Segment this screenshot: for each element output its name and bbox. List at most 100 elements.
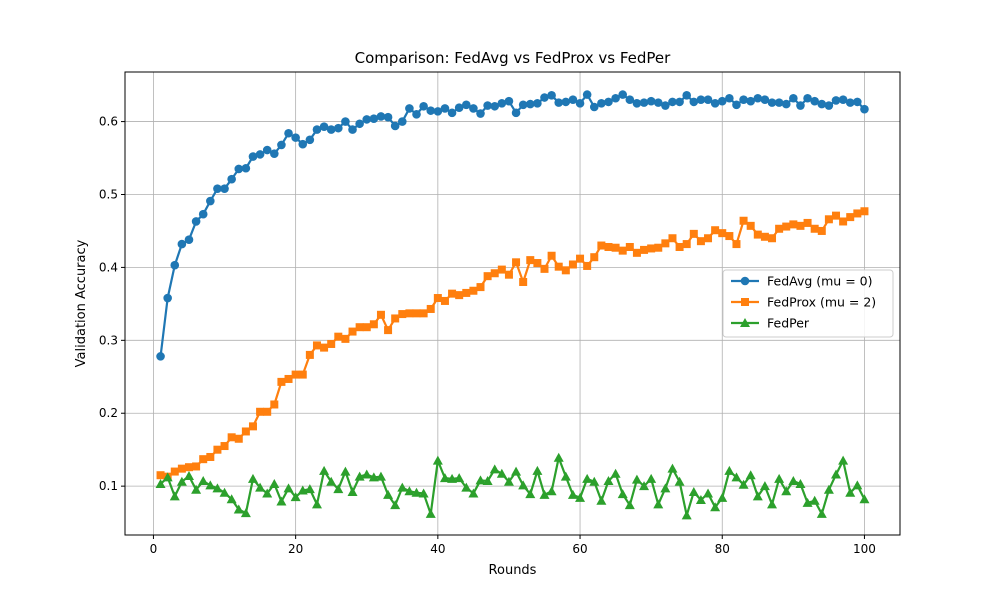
data-point bbox=[206, 196, 215, 206]
data-point bbox=[788, 476, 799, 486]
data-point bbox=[674, 476, 685, 486]
data-point bbox=[497, 99, 507, 108]
axis-ticks: 0 20 40 60 80 100 0.1 0.2 0.3 0.4 0.5 0.6 bbox=[99, 115, 876, 556]
data-point bbox=[810, 96, 819, 106]
data-point bbox=[831, 96, 841, 105]
data-point bbox=[192, 462, 201, 471]
data-point bbox=[191, 217, 201, 226]
data-point bbox=[682, 91, 691, 100]
data-point bbox=[362, 323, 371, 332]
data-point bbox=[718, 229, 727, 238]
data-point bbox=[503, 476, 514, 486]
data-point bbox=[369, 320, 378, 329]
data-point bbox=[362, 115, 372, 124]
data-point bbox=[533, 99, 542, 108]
data-point bbox=[831, 469, 842, 479]
data-point bbox=[540, 264, 549, 273]
data-point bbox=[212, 483, 223, 493]
data-point bbox=[433, 294, 442, 303]
data-point bbox=[439, 473, 450, 483]
data-point bbox=[610, 468, 621, 478]
data-point bbox=[853, 97, 862, 107]
data-point bbox=[454, 103, 464, 113]
data-point bbox=[440, 104, 450, 113]
data-point bbox=[688, 486, 699, 496]
data-point bbox=[433, 107, 443, 116]
data-point bbox=[348, 327, 357, 336]
data-point bbox=[717, 492, 728, 502]
data-point bbox=[419, 101, 428, 111]
data-point bbox=[469, 104, 478, 113]
data-point bbox=[504, 96, 514, 106]
legend-marker bbox=[740, 318, 750, 327]
data-point bbox=[625, 242, 634, 251]
x-tick-label: 0 bbox=[150, 542, 158, 556]
legend-entry: FedPer bbox=[731, 316, 810, 331]
data-point bbox=[803, 93, 812, 103]
data-point bbox=[611, 243, 620, 252]
data-point bbox=[398, 310, 407, 319]
data-point bbox=[248, 152, 258, 161]
data-point bbox=[661, 101, 670, 110]
data-point bbox=[262, 488, 273, 498]
data-point bbox=[319, 122, 329, 131]
data-point bbox=[525, 489, 536, 499]
data-point bbox=[533, 259, 542, 268]
data-point bbox=[767, 499, 778, 509]
data-point bbox=[355, 323, 364, 332]
data-point bbox=[163, 293, 172, 303]
legend-box bbox=[722, 269, 894, 338]
data-point bbox=[476, 109, 485, 118]
data-point bbox=[568, 95, 578, 105]
data-point bbox=[576, 254, 585, 263]
data-point bbox=[162, 472, 173, 482]
data-point bbox=[732, 100, 741, 110]
data-point bbox=[156, 471, 165, 480]
data-point bbox=[497, 265, 506, 274]
data-point bbox=[732, 240, 741, 249]
data-point bbox=[412, 309, 421, 318]
legend-label: FedProx (mu = 2) bbox=[767, 295, 876, 310]
data-point bbox=[183, 470, 194, 480]
data-point bbox=[547, 251, 556, 260]
data-point bbox=[846, 213, 855, 222]
data-point bbox=[696, 237, 705, 246]
data-point bbox=[375, 471, 386, 481]
data-point bbox=[725, 232, 734, 241]
data-point bbox=[405, 104, 414, 113]
data-point bbox=[760, 95, 770, 105]
data-point bbox=[583, 261, 592, 270]
data-point bbox=[845, 98, 855, 107]
data-point bbox=[263, 407, 272, 416]
data-point bbox=[590, 253, 599, 262]
data-point bbox=[561, 266, 570, 275]
data-point bbox=[518, 100, 528, 110]
data-point bbox=[384, 326, 393, 335]
data-point bbox=[419, 309, 428, 318]
data-point bbox=[432, 455, 443, 465]
x-tick-label: 80 bbox=[715, 542, 730, 556]
data-point bbox=[496, 468, 507, 478]
data-point bbox=[376, 310, 385, 319]
data-point bbox=[860, 207, 869, 216]
data-point bbox=[305, 350, 314, 359]
data-point bbox=[660, 483, 671, 493]
data-point bbox=[234, 434, 243, 443]
data-point bbox=[341, 334, 350, 343]
data-point bbox=[824, 215, 833, 224]
data-point bbox=[567, 489, 578, 499]
data-point bbox=[661, 239, 670, 248]
y-tick-label: 0.2 bbox=[99, 406, 118, 420]
legend-entry: FedProx (mu = 2) bbox=[731, 295, 876, 310]
data-point bbox=[320, 343, 329, 352]
data-point bbox=[823, 484, 834, 494]
data-point bbox=[710, 502, 721, 512]
series-line bbox=[159, 456, 866, 517]
data-point bbox=[177, 239, 187, 249]
data-point bbox=[511, 466, 522, 476]
data-point bbox=[241, 427, 250, 436]
data-point bbox=[426, 304, 435, 313]
data-point bbox=[703, 488, 714, 498]
x-tick-label: 40 bbox=[430, 542, 445, 556]
